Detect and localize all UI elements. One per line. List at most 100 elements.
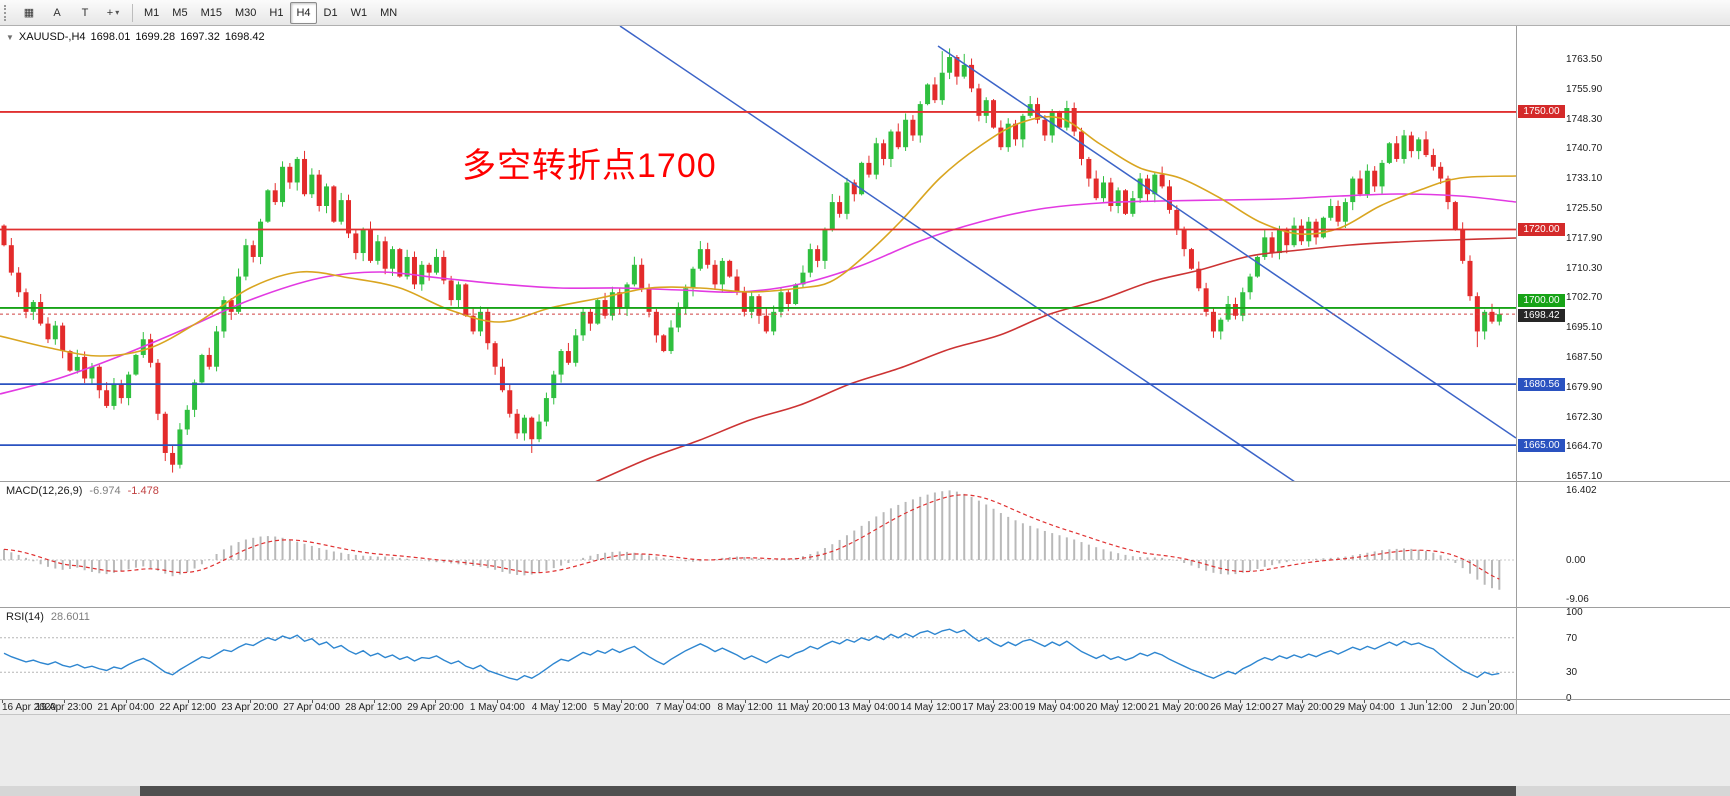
timeframe-M1[interactable]: M1 [144,6,160,19]
toolbar-grip[interactable] [4,4,10,21]
scrollbar-thumb[interactable] [140,786,1516,796]
price-scale-tick: 1679.90 [1566,381,1603,393]
time-axis-tick [497,700,499,703]
toolbar-tools: ▦ A T + ▾ [15,2,127,24]
crosshair-tool-icon[interactable]: + ▾ [106,6,120,19]
price-tag-1680.56: 1680.56 [1518,377,1565,391]
ma-mid-magenta [0,193,1516,395]
time-axis-tick [868,700,870,703]
time-axis-tick [1488,700,1490,703]
time-axis-tick [683,700,685,703]
timeframe-buttons: M1 M5 M15 M30 H1 H4 D1 W1 MN [138,1,404,24]
price-scale-tick: 1733.10 [1566,173,1603,185]
charts-grid-icon[interactable]: ▦ [23,7,35,19]
descending-trendline[interactable] [937,45,1516,439]
rsi-value: 28.6011 [50,611,90,623]
price-scale-tick: 1672.30 [1566,411,1603,423]
price-scale-tick: 1755.90 [1566,83,1603,95]
time-axis-label: 1 May 04:00 [469,702,525,713]
symbol-label: XAUUSD-,H4 [18,31,86,43]
time-axis-label: 21 May 20:00 [1148,702,1209,713]
main-candlestick-chart[interactable] [0,26,1516,482]
timeframe-H4[interactable]: H4 [290,1,317,24]
ma-fast-orange [0,115,1516,357]
time-axis-tick [373,700,375,703]
time-axis-tick [806,700,808,703]
time-axis-label: 13 May 04:00 [838,702,900,713]
panel-separator[interactable] [0,481,1730,482]
time-axis-tick [621,700,623,703]
macd-indicator-chart[interactable] [0,482,1516,607]
price-tag-1700.00: 1700.00 [1518,294,1565,308]
time-axis-tick [1116,700,1118,703]
timeframe-W1[interactable]: W1 [350,6,368,19]
time-axis-label: 29 May 04:00 [1333,702,1395,713]
timeframe-M15[interactable]: M15 [200,6,222,19]
window-bottom-area [0,715,1730,786]
time-axis-label: 5 May 20:00 [593,702,649,713]
toolbar: ▦ A T + ▾ M1 M5 M15 M30 H1 H4 D1 W1 MN [0,0,1730,26]
time-axis-tick [1240,700,1242,703]
time-axis-label: 19 Apr 23:00 [35,702,93,713]
time-axis-label: 26 May 12:00 [1210,702,1271,713]
time-axis-label: 11 May 20:00 [777,702,837,713]
time-axis-tick [1178,700,1180,703]
price-tag-1750.00: 1750.00 [1518,105,1565,119]
rsi-scale-tick: 100 [1566,607,1583,618]
price-scale[interactable]: 1763.50 1755.90 1748.30 1740.70 1733.10 1725.… [1516,26,1730,714]
time-axis-tick [2,700,3,703]
timeframe-D1[interactable]: D1 [323,6,338,19]
time-axis-tick [249,700,251,703]
panel-separator [0,699,1730,700]
dropdown-caret-icon[interactable]: ▾ [115,8,120,17]
toolbar-separator [132,3,133,22]
time-axis-tick [745,700,747,703]
price-scale-tick: 1740.70 [1566,143,1603,155]
rsi-title: RSI(14) [6,611,44,623]
macd-main-value: -6.974 [89,485,121,497]
time-axis-tick [930,700,932,703]
price-scale-tick: 1687.50 [1566,351,1603,363]
ohlc-high: 1699.28 [135,31,176,43]
chart-header: ▼ XAUUSD-,H4 1698.01 1699.28 1697.32 169… [6,31,265,43]
time-axis-label: 1 Jun 12:00 [1400,702,1453,713]
price-tag-1698.42: 1698.42 [1518,308,1565,322]
time-axis-label: 28 Apr 12:00 [345,702,402,713]
price-scale-tick: 1710.30 [1566,262,1603,274]
time-axis-label: 14 May 12:00 [900,702,962,713]
rsi-line [3,628,1500,681]
macd-scale-tick: -9.06 [1566,593,1589,605]
time-axis[interactable]: 16 Apr 2020 19 Apr 23:00 21 Apr 04:00 22 Ap… [0,700,1516,714]
time-axis-tick [1364,700,1366,703]
time-axis-label: 27 May 20:00 [1272,702,1333,713]
rsi-scale-tick: 30 [1566,667,1578,679]
rsi-indicator-chart[interactable] [0,608,1516,699]
macd-signal-line [3,494,1500,580]
timeframe-MN[interactable]: MN [380,6,398,19]
price-scale-tick: 1725.50 [1566,202,1603,214]
price-scale-tick: 1664.70 [1566,441,1603,453]
time-axis-tick [1302,700,1304,703]
time-axis-tick [311,700,313,703]
timeframe-H1[interactable]: H1 [269,6,284,19]
ohlc-low: 1697.32 [180,31,220,43]
time-axis-tick [1054,700,1056,703]
macd-header: MACD(12,26,9) -6.974 -1.478 [6,485,159,497]
price-tag-1665.00: 1665.00 [1518,438,1565,452]
time-axis-label: 7 May 04:00 [655,702,711,713]
horizontal-scrollbar[interactable] [0,786,1730,796]
text-tool-icon[interactable]: T [81,6,89,19]
time-axis-label: 4 May 12:00 [531,702,587,713]
price-scale-tick: 1763.50 [1566,54,1603,65]
timeframe-M5[interactable]: M5 [172,6,188,19]
time-axis-label: 21 Apr 04:00 [97,702,155,713]
macd-title: MACD(12,26,9) [6,485,83,497]
descending-trendline[interactable] [619,26,1296,482]
panel-separator[interactable] [0,607,1730,608]
timeframe-M30[interactable]: M30 [234,6,257,19]
time-axis-tick [1426,700,1428,703]
font-tool-icon[interactable]: A [53,6,61,19]
axis-bottom-edge [0,714,1730,715]
chart-plot-background [0,26,1516,700]
collapse-icon[interactable]: ▼ [6,32,14,42]
